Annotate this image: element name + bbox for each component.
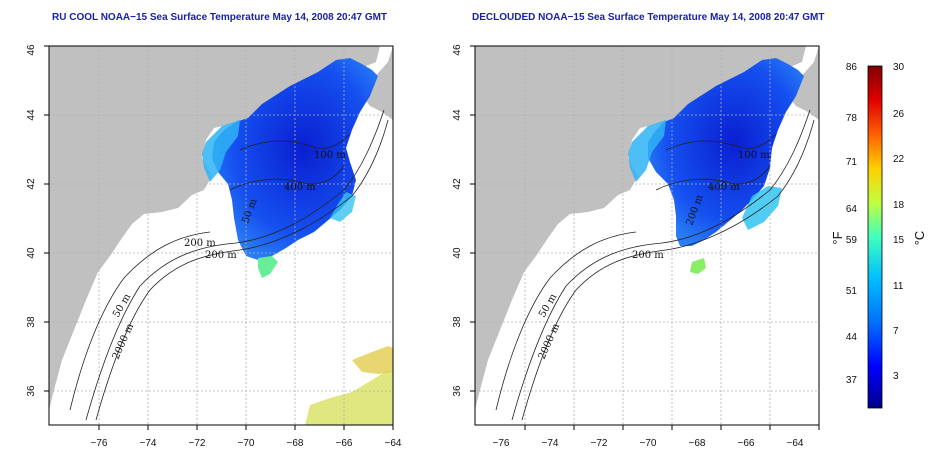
left-contour-label-6: 100 m [314,150,346,161]
left-map-y-axis [44,45,49,392]
cb-c-tick-8: 3 [893,371,899,382]
right-x-tick-4: −70 [640,438,657,449]
right-map-sst-warm-patch [690,258,706,274]
colorbar-fahrenheit-unit: °F [830,231,845,244]
left-x-tick-3: −72 [189,438,206,449]
right-map-x-tick-labels: −76 −74 −72 −70 −68 −66 −64 [493,438,804,449]
right-contour-label-1: 200 m [632,250,664,261]
right-map: 200 m 50 m 2000 m 400 m 100 m 200 m −76 … [452,44,820,449]
cb-f-tick-1: 86 [846,62,858,73]
colorbar: 86 78 71 64 59 51 44 37 30 26 22 18 15 1… [830,62,927,409]
left-map-nova-scotia [362,46,393,120]
cb-c-tick-6: 11 [893,281,904,292]
left-map-sst-south-warm2 [352,346,393,374]
right-y-tick-1: 36 [452,385,463,397]
left-y-tick-3: 40 [26,247,37,259]
cb-f-tick-4: 64 [846,204,858,215]
cb-f-tick-7: 44 [846,332,858,343]
cb-f-tick-8: 37 [846,375,858,386]
left-map-title: RU COOL NOAA−15 Sea Surface Temperature … [52,12,388,23]
right-map-sst-gulf [648,58,804,246]
left-map-y-tick-labels: 36 38 40 42 44 46 [26,44,37,397]
left-x-tick-6: −66 [336,438,353,449]
left-map-sst-coastal [202,120,240,182]
right-map-title: DECLOUDED NOAA−15 Sea Surface Temperatur… [472,12,825,23]
left-y-tick-2: 38 [26,316,37,328]
left-x-tick-1: −76 [91,438,108,449]
cb-f-tick-6: 51 [846,286,858,297]
right-contour-label-5: 100 m [738,150,770,161]
left-y-tick-1: 36 [26,385,37,397]
right-x-tick-2: −74 [542,438,559,449]
left-y-tick-5: 44 [26,109,37,121]
left-map-frame [48,45,394,426]
colorbar-celsius-unit: °C [912,231,927,246]
right-map-land [475,46,806,410]
right-map-y-axis [470,45,475,392]
left-map-x-tick-labels: −76 −74 −72 −70 −68 −66 −64 [91,438,402,449]
right-contour-label-4: 400 m [708,182,740,193]
right-y-tick-3: 40 [452,247,463,259]
cb-f-tick-3: 71 [846,157,858,168]
left-contour-label-5: 400 m [284,182,316,193]
left-x-tick-2: −74 [140,438,157,449]
cb-c-tick-5: 15 [893,235,905,246]
cb-c-tick-2: 26 [893,109,905,120]
cb-c-tick-7: 7 [893,326,899,337]
right-y-tick-2: 38 [452,316,463,328]
left-x-tick-4: −70 [238,438,255,449]
right-map-contours [495,109,815,421]
left-x-tick-7: −64 [385,438,402,449]
right-y-tick-5: 44 [452,109,463,121]
cb-f-tick-2: 78 [846,113,858,124]
left-contour-label-2: 200 m [205,250,237,261]
colorbar-gradient [867,65,883,409]
right-x-tick-5: −68 [689,438,706,449]
right-map-sst-coastal [628,120,666,182]
right-map-frame [474,45,820,426]
right-map-y-tick-labels: 36 38 40 42 44 46 [452,44,463,397]
left-map-land [49,46,380,410]
right-x-tick-3: −72 [591,438,608,449]
cb-c-tick-3: 22 [893,154,905,165]
left-map-sst-south-warm [305,370,393,425]
colorbar-celsius-ticks: 30 26 22 18 15 11 7 3 [893,62,905,382]
right-map-nova-scotia [788,46,819,120]
cb-c-tick-1: 30 [893,62,905,73]
right-x-tick-1: −76 [493,438,510,449]
left-y-tick-4: 42 [26,178,37,190]
right-x-tick-6: −66 [738,438,755,449]
right-y-tick-6: 46 [452,44,463,56]
right-x-tick-7: −64 [787,438,804,449]
left-map-sst-warm-patch [258,256,278,278]
right-y-tick-4: 42 [452,178,463,190]
left-map: 200 m 200 m 50 m 2000 m 400 m 100 m 50 m… [26,44,402,449]
left-y-tick-6: 46 [26,44,37,56]
left-map-x-axis [98,425,394,430]
left-x-tick-5: −68 [287,438,304,449]
left-contour-label-1: 200 m [184,238,216,249]
left-map-contours [69,109,389,421]
right-map-x-axis [524,425,820,430]
left-map-sst-shelf-edge [330,192,356,222]
cb-f-tick-5: 59 [846,235,858,246]
cb-c-tick-4: 18 [893,200,905,211]
colorbar-fahrenheit-ticks: 86 78 71 64 59 51 44 37 [846,62,858,386]
